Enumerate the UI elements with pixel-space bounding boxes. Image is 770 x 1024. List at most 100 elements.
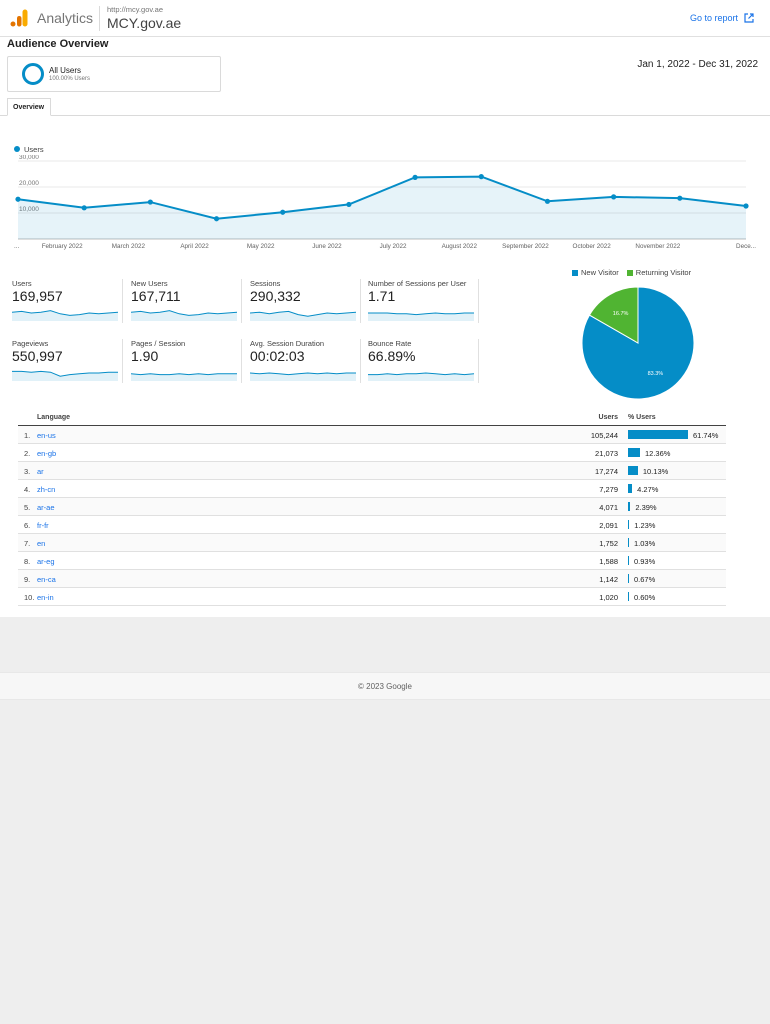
users-line-chart: 30,000 20,000 10,000... February 2022 March …: [14, 155, 756, 250]
users-share-bar: [628, 430, 688, 439]
row-index: 4.: [24, 485, 31, 494]
row-index: 2.: [24, 449, 31, 458]
metric-card[interactable]: Sessions 290,332: [250, 279, 361, 323]
users-point[interactable]: [611, 194, 617, 200]
users-percent: 1.23%: [634, 521, 656, 530]
metric-label: Pages / Session: [131, 339, 186, 348]
language-link[interactable]: en: [37, 539, 46, 548]
report-page: Analytics http://mcy.gov.ae MCY.gov.ae G…: [0, 0, 770, 617]
page-title: Audience Overview: [7, 38, 109, 50]
table-row: 8. ar-eg 1,588 0.93%: [18, 552, 726, 570]
date-range[interactable]: Jan 1, 2022 - Dec 31, 2022: [637, 59, 758, 70]
metric-card[interactable]: Pages / Session 1.90: [131, 339, 242, 383]
metric-card[interactable]: Bounce Rate 66.89%: [368, 339, 479, 383]
users-percent: 1.03%: [634, 539, 656, 548]
language-link[interactable]: ar: [37, 467, 44, 476]
metric-card[interactable]: Pageviews 550,997: [12, 339, 123, 383]
users-point[interactable]: [412, 174, 418, 180]
tab-bar-line: [0, 115, 770, 116]
language-link[interactable]: ar-ae: [37, 503, 55, 512]
users-share-bar: [628, 466, 638, 475]
x-tick-label: ...: [14, 243, 19, 250]
x-tick-label: July 2022: [380, 243, 407, 250]
users-point[interactable]: [346, 201, 352, 208]
language-link[interactable]: en-in: [37, 593, 54, 602]
users-point[interactable]: [81, 205, 87, 211]
users-legend-dot: [14, 146, 20, 152]
y-tick-label: 30,000: [19, 155, 39, 161]
users-count: 1,588: [599, 557, 618, 566]
users-point[interactable]: [147, 199, 153, 205]
metric-value: 167,711: [131, 288, 181, 304]
go-to-report-link[interactable]: Go to report: [690, 13, 754, 23]
users-percent: 61.74%: [693, 431, 719, 440]
language-link[interactable]: en-us: [37, 431, 56, 440]
users-line: [17, 175, 747, 220]
language-link[interactable]: ar-eg: [37, 557, 55, 566]
returning-visitor-label: Returning Visitor: [635, 268, 692, 277]
users-point[interactable]: [478, 174, 484, 180]
segment-card[interactable]: All Users 100.00% Users: [7, 56, 221, 92]
row-index: 10.: [24, 593, 35, 602]
users-point[interactable]: [15, 196, 21, 202]
users-percent: 12.36%: [645, 449, 671, 458]
users-area: [18, 176, 746, 239]
users-count: 105,244: [590, 431, 618, 440]
users-share-bar: [628, 574, 629, 583]
x-tick-label: February 2022: [42, 243, 83, 250]
x-tick-label: October 2022: [573, 243, 612, 250]
users-percent: 10.13%: [642, 467, 669, 476]
users-percent: 4.27%: [637, 485, 659, 494]
users-point[interactable]: [743, 203, 749, 209]
users-percent: 2.39%: [635, 503, 657, 512]
metric-card[interactable]: Users 169,957: [12, 279, 123, 323]
language-link[interactable]: fr-fr: [37, 521, 49, 530]
metric-value: 169,957: [12, 288, 63, 304]
metric-label: Sessions: [250, 279, 281, 288]
metric-sparkline: [368, 372, 474, 381]
users-point[interactable]: [213, 216, 220, 222]
segment-circle-icon: [22, 63, 44, 85]
row-index: 6.: [24, 521, 31, 530]
language-link[interactable]: en-ca: [37, 575, 56, 584]
language-link[interactable]: zh-cn: [37, 485, 56, 494]
table-row: 1. en-us 105,244 61.74%: [18, 426, 726, 444]
analytics-logo-icon: [10, 9, 28, 27]
visitor-pie-chart: 83.3% 16.7%: [581, 286, 695, 400]
users-point[interactable]: [280, 209, 286, 215]
row-index: 8.: [24, 557, 31, 566]
pie-slice-returning-visitor[interactable]: [588, 286, 639, 344]
table-row: 4. zh-cn 7,279 4.27%: [18, 480, 726, 498]
metric-sparkline: [250, 310, 356, 321]
segment-share: 100.00% Users: [49, 76, 91, 82]
users-percent: 0.67%: [634, 575, 656, 584]
metric-label: New Users: [131, 279, 168, 288]
users-point[interactable]: [544, 198, 551, 204]
y-tick-label: 20,000: [19, 180, 39, 187]
users-point[interactable]: [677, 195, 683, 201]
users-count: 1,752: [599, 539, 618, 548]
metric-card[interactable]: Avg. Session Duration 00:02:03: [250, 339, 361, 383]
pie-slice-label: 16.7%: [613, 311, 629, 317]
tab-overview[interactable]: Overview: [7, 98, 51, 116]
table-header: Language Users % Users: [18, 412, 726, 426]
table-row: 6. fr-fr 2,091 1.23%: [18, 516, 726, 534]
metric-sparkline: [131, 310, 237, 321]
metric-label: Avg. Session Duration: [250, 339, 325, 348]
x-tick-label: November 2022: [635, 243, 680, 250]
users-count: 2,091: [599, 521, 618, 530]
metric-label: Number of Sessions per User: [368, 279, 467, 288]
language-link[interactable]: en-gb: [37, 449, 57, 458]
row-index: 9.: [24, 575, 31, 584]
metric-card[interactable]: Number of Sessions per User 1.71: [368, 279, 479, 323]
language-table: Language Users % Users 1. en-us 105,244 61.…: [18, 412, 726, 606]
brand-name: Analytics: [37, 10, 94, 26]
metric-sparkline: [12, 310, 118, 321]
new-visitor-swatch: [572, 269, 578, 276]
users-share-bar: [628, 520, 630, 529]
metric-card[interactable]: New Users 167,711: [131, 279, 242, 323]
x-tick-label: Dece...: [736, 243, 756, 250]
x-tick-label: September 2022: [502, 243, 549, 250]
users-count: 4,071: [599, 503, 618, 512]
users-percent: 0.60%: [634, 593, 656, 602]
